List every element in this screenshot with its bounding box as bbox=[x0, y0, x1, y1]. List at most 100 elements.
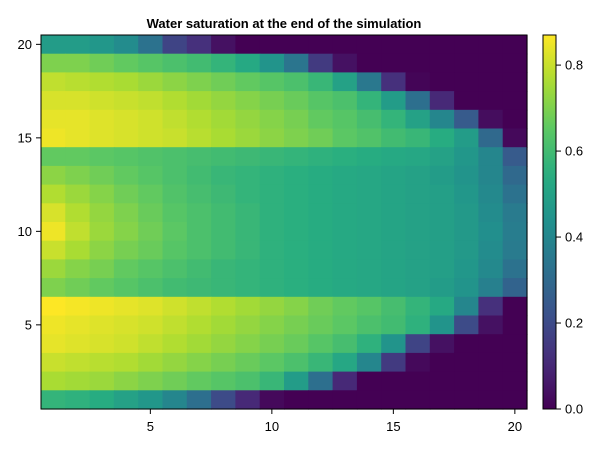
heatmap-cell bbox=[308, 222, 334, 242]
heatmap-cell bbox=[211, 35, 236, 55]
heatmap-cell bbox=[41, 315, 66, 335]
heatmap-cell bbox=[162, 352, 188, 373]
heatmap-cell bbox=[405, 371, 431, 391]
heatmap-cell bbox=[235, 184, 261, 204]
heatmap-cell bbox=[259, 296, 285, 317]
heatmap-cell bbox=[502, 296, 528, 317]
heatmap-cell bbox=[332, 203, 358, 223]
heatmap-cell bbox=[332, 352, 358, 373]
heatmap-cell bbox=[162, 91, 188, 111]
heatmap-cell bbox=[65, 147, 91, 167]
heatmap-cell bbox=[332, 91, 358, 111]
heatmap-cell bbox=[429, 334, 455, 354]
heatmap-cell bbox=[454, 334, 479, 354]
heatmap-cell bbox=[113, 334, 139, 354]
heatmap-cell bbox=[284, 184, 309, 204]
heatmap-cell bbox=[308, 334, 334, 354]
heatmap-cell bbox=[113, 165, 139, 186]
heatmap-cell bbox=[138, 165, 164, 186]
heatmap-cell bbox=[381, 91, 407, 111]
heatmap-cell bbox=[478, 296, 504, 317]
heatmap-cell bbox=[284, 296, 309, 317]
heatmap-cell bbox=[284, 165, 309, 186]
heatmap-cell bbox=[308, 278, 334, 298]
heatmap-cell bbox=[138, 390, 164, 410]
heatmap-cell bbox=[454, 203, 479, 223]
heatmap-cell bbox=[89, 390, 115, 410]
heatmap-cell bbox=[235, 371, 261, 391]
heatmap-cell bbox=[429, 147, 455, 167]
heatmap-cell bbox=[162, 53, 188, 73]
heatmap-cell bbox=[381, 222, 407, 242]
heatmap-cell bbox=[308, 147, 334, 167]
heatmap-cell bbox=[41, 334, 66, 354]
heatmap-cell bbox=[308, 128, 334, 148]
heatmap-cell bbox=[186, 109, 212, 130]
heatmap-cell bbox=[308, 203, 334, 223]
heatmap-cell bbox=[356, 35, 382, 55]
heatmap-cell bbox=[405, 203, 431, 223]
heatmap-cell bbox=[405, 128, 431, 148]
heatmap-cell bbox=[235, 296, 261, 317]
heatmap-cell bbox=[478, 315, 504, 335]
heatmap-cell bbox=[405, 352, 431, 373]
heatmap-cell bbox=[405, 390, 431, 410]
heatmap-cell bbox=[356, 259, 382, 279]
heatmap-cell bbox=[381, 72, 407, 92]
heatmap-cell bbox=[502, 109, 528, 130]
heatmap-cell bbox=[308, 165, 334, 186]
heatmap-cell bbox=[138, 259, 164, 279]
heatmap-cell bbox=[381, 128, 407, 148]
heatmap-cell bbox=[89, 240, 115, 260]
heatmap-cell bbox=[454, 222, 479, 242]
heatmap-cell bbox=[259, 128, 285, 148]
heatmap-cell bbox=[186, 203, 212, 223]
heatmap-cell bbox=[186, 240, 212, 260]
heatmap-cell bbox=[186, 278, 212, 298]
heatmap-cell bbox=[308, 371, 334, 391]
heatmap-cell bbox=[113, 259, 139, 279]
heatmap-cell bbox=[284, 315, 309, 335]
heatmap-cell bbox=[162, 35, 188, 55]
heatmap-cell bbox=[259, 53, 285, 73]
colorbar-tick-label: 0.4 bbox=[565, 230, 583, 245]
heatmap-cell bbox=[235, 53, 261, 73]
heatmap-cell bbox=[162, 315, 188, 335]
heatmap-cell bbox=[429, 222, 455, 242]
heatmap-cell bbox=[89, 109, 115, 130]
heatmap-cell bbox=[502, 91, 528, 111]
heatmap-cell bbox=[332, 390, 358, 410]
x-axis: 5 10 15 20 bbox=[147, 409, 522, 434]
heatmap-cell bbox=[162, 240, 188, 260]
heatmap-cell bbox=[186, 91, 212, 111]
heatmap-cell bbox=[235, 240, 261, 260]
heatmap-cell bbox=[356, 240, 382, 260]
heatmap-cell bbox=[211, 128, 236, 148]
y-tick-label: 5 bbox=[25, 317, 32, 332]
heatmap-cell bbox=[356, 53, 382, 73]
x-tick-label: 10 bbox=[265, 419, 279, 434]
heatmap-cell bbox=[405, 91, 431, 111]
heatmap-cell bbox=[65, 72, 91, 92]
heatmap-cell bbox=[308, 72, 334, 92]
heatmap-cell bbox=[308, 240, 334, 260]
heatmap-cell bbox=[502, 334, 528, 354]
heatmap-cell bbox=[429, 165, 455, 186]
heatmap-cell bbox=[235, 203, 261, 223]
heatmap-cell bbox=[454, 147, 479, 167]
colorbar bbox=[542, 34, 557, 410]
colorbar-tick-label: 0.2 bbox=[565, 316, 583, 331]
heatmap-cell bbox=[478, 203, 504, 223]
heatmap-cell bbox=[235, 91, 261, 111]
heatmap-cell bbox=[502, 53, 528, 73]
heatmap-cell bbox=[65, 259, 91, 279]
heatmap-cell bbox=[308, 259, 334, 279]
heatmap-cell bbox=[41, 128, 66, 148]
heatmap-cell bbox=[89, 315, 115, 335]
heatmap-cell bbox=[235, 259, 261, 279]
heatmap-cell bbox=[162, 222, 188, 242]
heatmap-cell bbox=[332, 128, 358, 148]
heatmap-cell bbox=[113, 390, 139, 410]
heatmap-cell bbox=[211, 165, 236, 186]
heatmap-cell bbox=[65, 35, 91, 55]
